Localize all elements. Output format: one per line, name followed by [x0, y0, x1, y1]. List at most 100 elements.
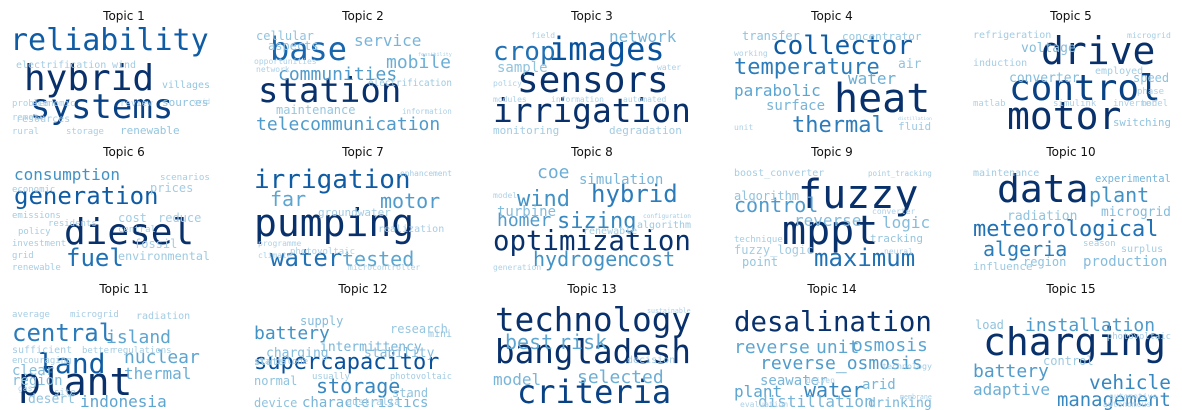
panel-title: Topic 9 [810, 145, 853, 159]
cloud-word: realization [378, 224, 444, 235]
cloud-word: refrigeration [973, 30, 1051, 41]
cloud-word: experimental [1095, 173, 1171, 185]
cloud-word: resources [16, 114, 70, 125]
cloud-word: water [270, 244, 342, 272]
cloud-word: generation [14, 182, 159, 210]
cloud-word: images [549, 30, 665, 68]
cloud-word: far [270, 187, 306, 211]
cloud-word: economic [12, 185, 55, 195]
cloud-word: microgrid [70, 310, 119, 320]
cloud-word: desert [28, 392, 75, 407]
cloud-word: device [254, 396, 297, 410]
cloud-word: influence [973, 260, 1033, 273]
cloud-word: simulation [579, 172, 663, 188]
cloud-word: photovoltaic [290, 247, 355, 257]
cloud-word: algorithm [734, 189, 799, 203]
panel-title: Topic 10 [1045, 145, 1095, 159]
cloud-word: information [402, 107, 452, 116]
cloud-word: characteristics [302, 395, 428, 410]
cloud-word: better [82, 346, 115, 356]
cloud-word: collector [772, 31, 913, 61]
cloud-word: sustainable [647, 307, 691, 315]
panel-title: Topic 1 [102, 9, 145, 23]
cloud-word: region [12, 373, 63, 389]
cloud-word: distillation [898, 116, 932, 122]
cloud-word: speed [1133, 71, 1169, 85]
cloud-word: parabolic [734, 81, 821, 100]
cloud-word: service [354, 31, 421, 50]
cloud-word: driven [806, 376, 835, 385]
cloud-word: emissions [12, 211, 61, 221]
cloud-word: mobile [386, 52, 451, 73]
cloud-word: policy [18, 227, 51, 237]
cloud-word: plant [1089, 183, 1149, 207]
cloud-word: maintenance [973, 168, 1039, 179]
cloud-word: site [54, 388, 76, 398]
cloud-word: switching [1113, 116, 1171, 129]
cloud-word: concentrator [842, 30, 922, 43]
cloud-word: review [120, 99, 153, 109]
panel-title: Topic 13 [566, 282, 616, 296]
panel-title: Topic 3 [570, 9, 613, 23]
cloud-word: standalone [254, 357, 308, 367]
cloud-word: osmosis [852, 335, 928, 356]
cloud-word: supercapacitor [254, 350, 439, 375]
cloud-word: region [1023, 255, 1066, 269]
cloud-word: radiation [1007, 209, 1077, 224]
cloud-word: communities [278, 64, 397, 85]
cloud-word: investment [12, 239, 66, 249]
cloud-word: monitoring [493, 124, 559, 137]
cloud-word: central [118, 225, 156, 235]
cloud-word: sources [162, 96, 208, 109]
panel-title: Topic 2 [341, 9, 384, 23]
cloud-word: desalination [734, 307, 932, 338]
cloud-word: rural [12, 127, 39, 137]
cloud-word: logic [882, 213, 930, 232]
cloud-word: grid [12, 251, 34, 261]
cloud-word: microgrid [1127, 30, 1171, 40]
cloud-word: converter [1009, 71, 1080, 86]
cloud-word: groundwater [318, 206, 391, 219]
cloud-word: tested [342, 247, 414, 271]
cloud-word: wind [517, 187, 570, 212]
cloud-word: renewable [12, 263, 61, 273]
cloud-word: prices [150, 181, 193, 195]
cloud-word: risk [559, 330, 607, 354]
panel-title: Topic 6 [102, 145, 145, 159]
cloud-word: thermal [792, 113, 885, 138]
cloud-word: irrigation [254, 165, 411, 195]
cloud-word: hybrid [591, 180, 678, 208]
cloud-word: boost_converter [734, 168, 824, 179]
cloud-word: algorithm [637, 220, 691, 231]
cloud-word: plant [18, 360, 132, 404]
cloud-word: charging [983, 320, 1166, 364]
cloud-word: consumption [14, 165, 120, 184]
cloud-word: selected [577, 367, 664, 388]
cloud-word: sensors [517, 60, 669, 101]
cloud-word: stability [364, 346, 435, 361]
cloud-word: economic [32, 99, 75, 109]
cloud-word: mini [428, 329, 452, 340]
cloud-word: fuzzy_logic [734, 243, 813, 257]
cloud-word: indonesia [80, 392, 167, 410]
cloud-word: model [493, 370, 541, 389]
cloud-word: configuration [643, 213, 691, 220]
panel-title: Topic 7 [341, 145, 384, 159]
panel-title: Topic 8 [570, 145, 613, 159]
cloud-word: unit [816, 337, 859, 358]
cloud-word: decision [627, 355, 675, 366]
cloud-word: clear [12, 363, 54, 379]
cloud-word: working [734, 49, 768, 58]
cloud-word: control [734, 193, 818, 217]
cloud-word: base [270, 30, 347, 68]
cloud-word: technique [734, 235, 783, 245]
cloud-word: feasibility [418, 52, 452, 58]
cloud-word: algeria [983, 237, 1067, 261]
cloud-word: renewable [583, 226, 637, 237]
cloud-word: water [657, 63, 681, 72]
panel-title: Topic 11 [98, 282, 148, 296]
